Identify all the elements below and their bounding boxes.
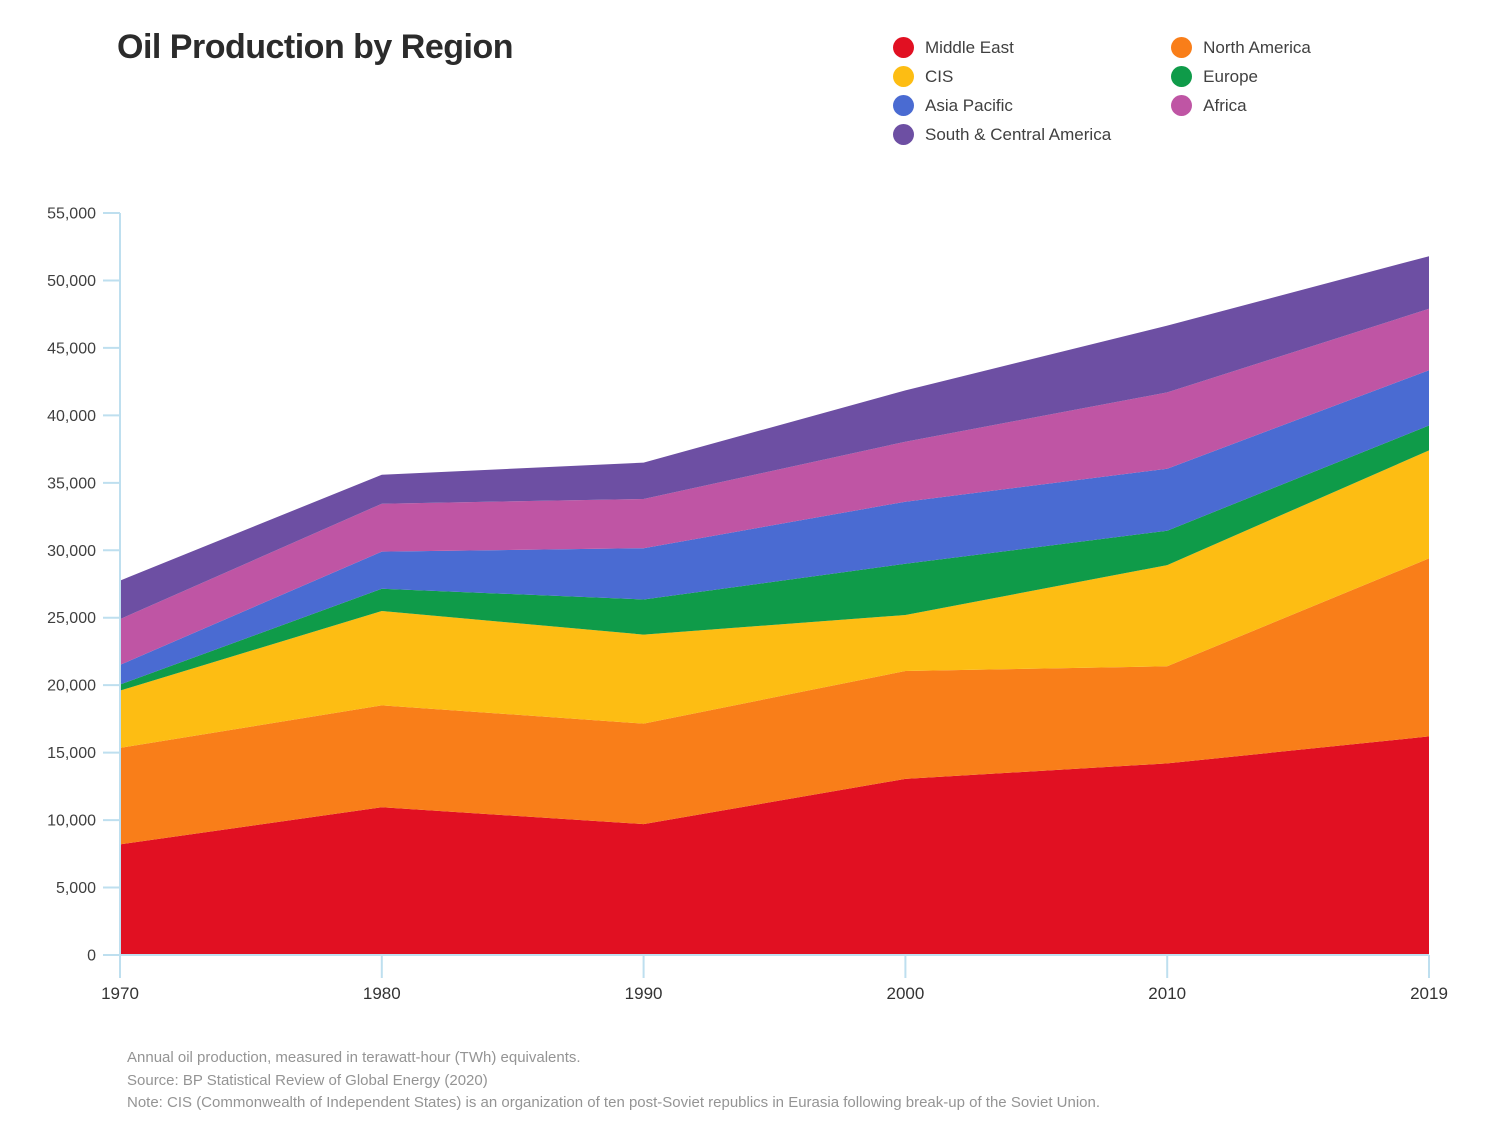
area-asia-pacific xyxy=(120,370,1429,685)
chart-footer: Annual oil production, measured in teraw… xyxy=(127,1047,1100,1115)
y-tick-label: 0 xyxy=(87,948,96,965)
legend-item-cis: CIS xyxy=(893,62,1111,91)
legend-item-label: Asia Pacific xyxy=(925,95,1013,115)
legend-swatch-icon xyxy=(893,124,914,145)
footer-source: Source: BP Statistical Review of Global … xyxy=(127,1071,488,1089)
legend-item-africa: Africa xyxy=(1171,91,1311,120)
legend-item-label: South & Central America xyxy=(925,124,1112,144)
legend-column-2: North America Europe Africa xyxy=(1171,33,1311,149)
legend-item-label: Africa xyxy=(1203,95,1247,115)
legend-item-asia-pacific: Asia Pacific xyxy=(893,91,1111,120)
legend-item-north-america: North America xyxy=(1171,33,1311,62)
y-tick-label: 15,000 xyxy=(47,745,96,762)
legend-item-label: CIS xyxy=(925,66,954,86)
legend-swatch-icon xyxy=(1171,37,1193,58)
y-tick-label: 30,000 xyxy=(47,543,96,560)
legend-item-south-and-central-america: South & Central America xyxy=(893,120,1111,149)
area-africa xyxy=(120,308,1429,665)
area-north-america xyxy=(120,558,1429,845)
y-tick-label: 50,000 xyxy=(47,273,96,290)
legend-swatch-icon xyxy=(1171,66,1193,87)
x-tick-label: 2000 xyxy=(886,984,924,1003)
x-tick-label: 1980 xyxy=(363,984,401,1003)
x-tick-label: 1990 xyxy=(625,984,663,1003)
x-tick-label: 2019 xyxy=(1410,984,1448,1003)
legend-swatch-icon xyxy=(893,66,914,87)
legend-column-1: Middle East CIS Asia Pacific South & Centra… xyxy=(893,33,1111,149)
y-tick-label: 45,000 xyxy=(47,340,96,357)
x-tick-label: 1970 xyxy=(101,984,139,1003)
footer-note: Note: CIS (Commonwealth of Independent S… xyxy=(127,1094,1101,1111)
area-cis xyxy=(120,450,1429,748)
y-tick-label: 20,000 xyxy=(47,678,96,695)
legend: Middle East CIS Asia Pacific South & Centra… xyxy=(893,33,1311,149)
area-middle-east xyxy=(120,736,1429,955)
y-tick-label: 10,000 xyxy=(47,813,96,830)
y-tick-label: 25,000 xyxy=(47,610,96,627)
y-tick-label: 40,000 xyxy=(47,408,96,425)
legend-item-label: Europe xyxy=(1203,66,1258,86)
legend-item-middle-east: Middle East xyxy=(893,33,1111,62)
legend-swatch-icon xyxy=(1171,95,1193,116)
x-tick-label: 2010 xyxy=(1148,984,1186,1003)
footer-description: Annual oil production, measured in teraw… xyxy=(127,1049,581,1066)
legend-item-label: Middle East xyxy=(925,37,1014,57)
y-tick-label: 5,000 xyxy=(56,880,96,897)
legend-swatch-icon xyxy=(893,95,914,116)
legend-item-europe: Europe xyxy=(1171,62,1311,91)
y-tick-label: 35,000 xyxy=(47,475,96,492)
area-europe xyxy=(120,425,1429,691)
legend-item-label: North America xyxy=(1203,37,1311,57)
area-south-and-central-america xyxy=(120,256,1429,620)
y-tick-label: 55,000 xyxy=(47,206,96,223)
legend-swatch-icon xyxy=(893,37,914,58)
page-title: Oil Production by Region xyxy=(117,28,514,66)
